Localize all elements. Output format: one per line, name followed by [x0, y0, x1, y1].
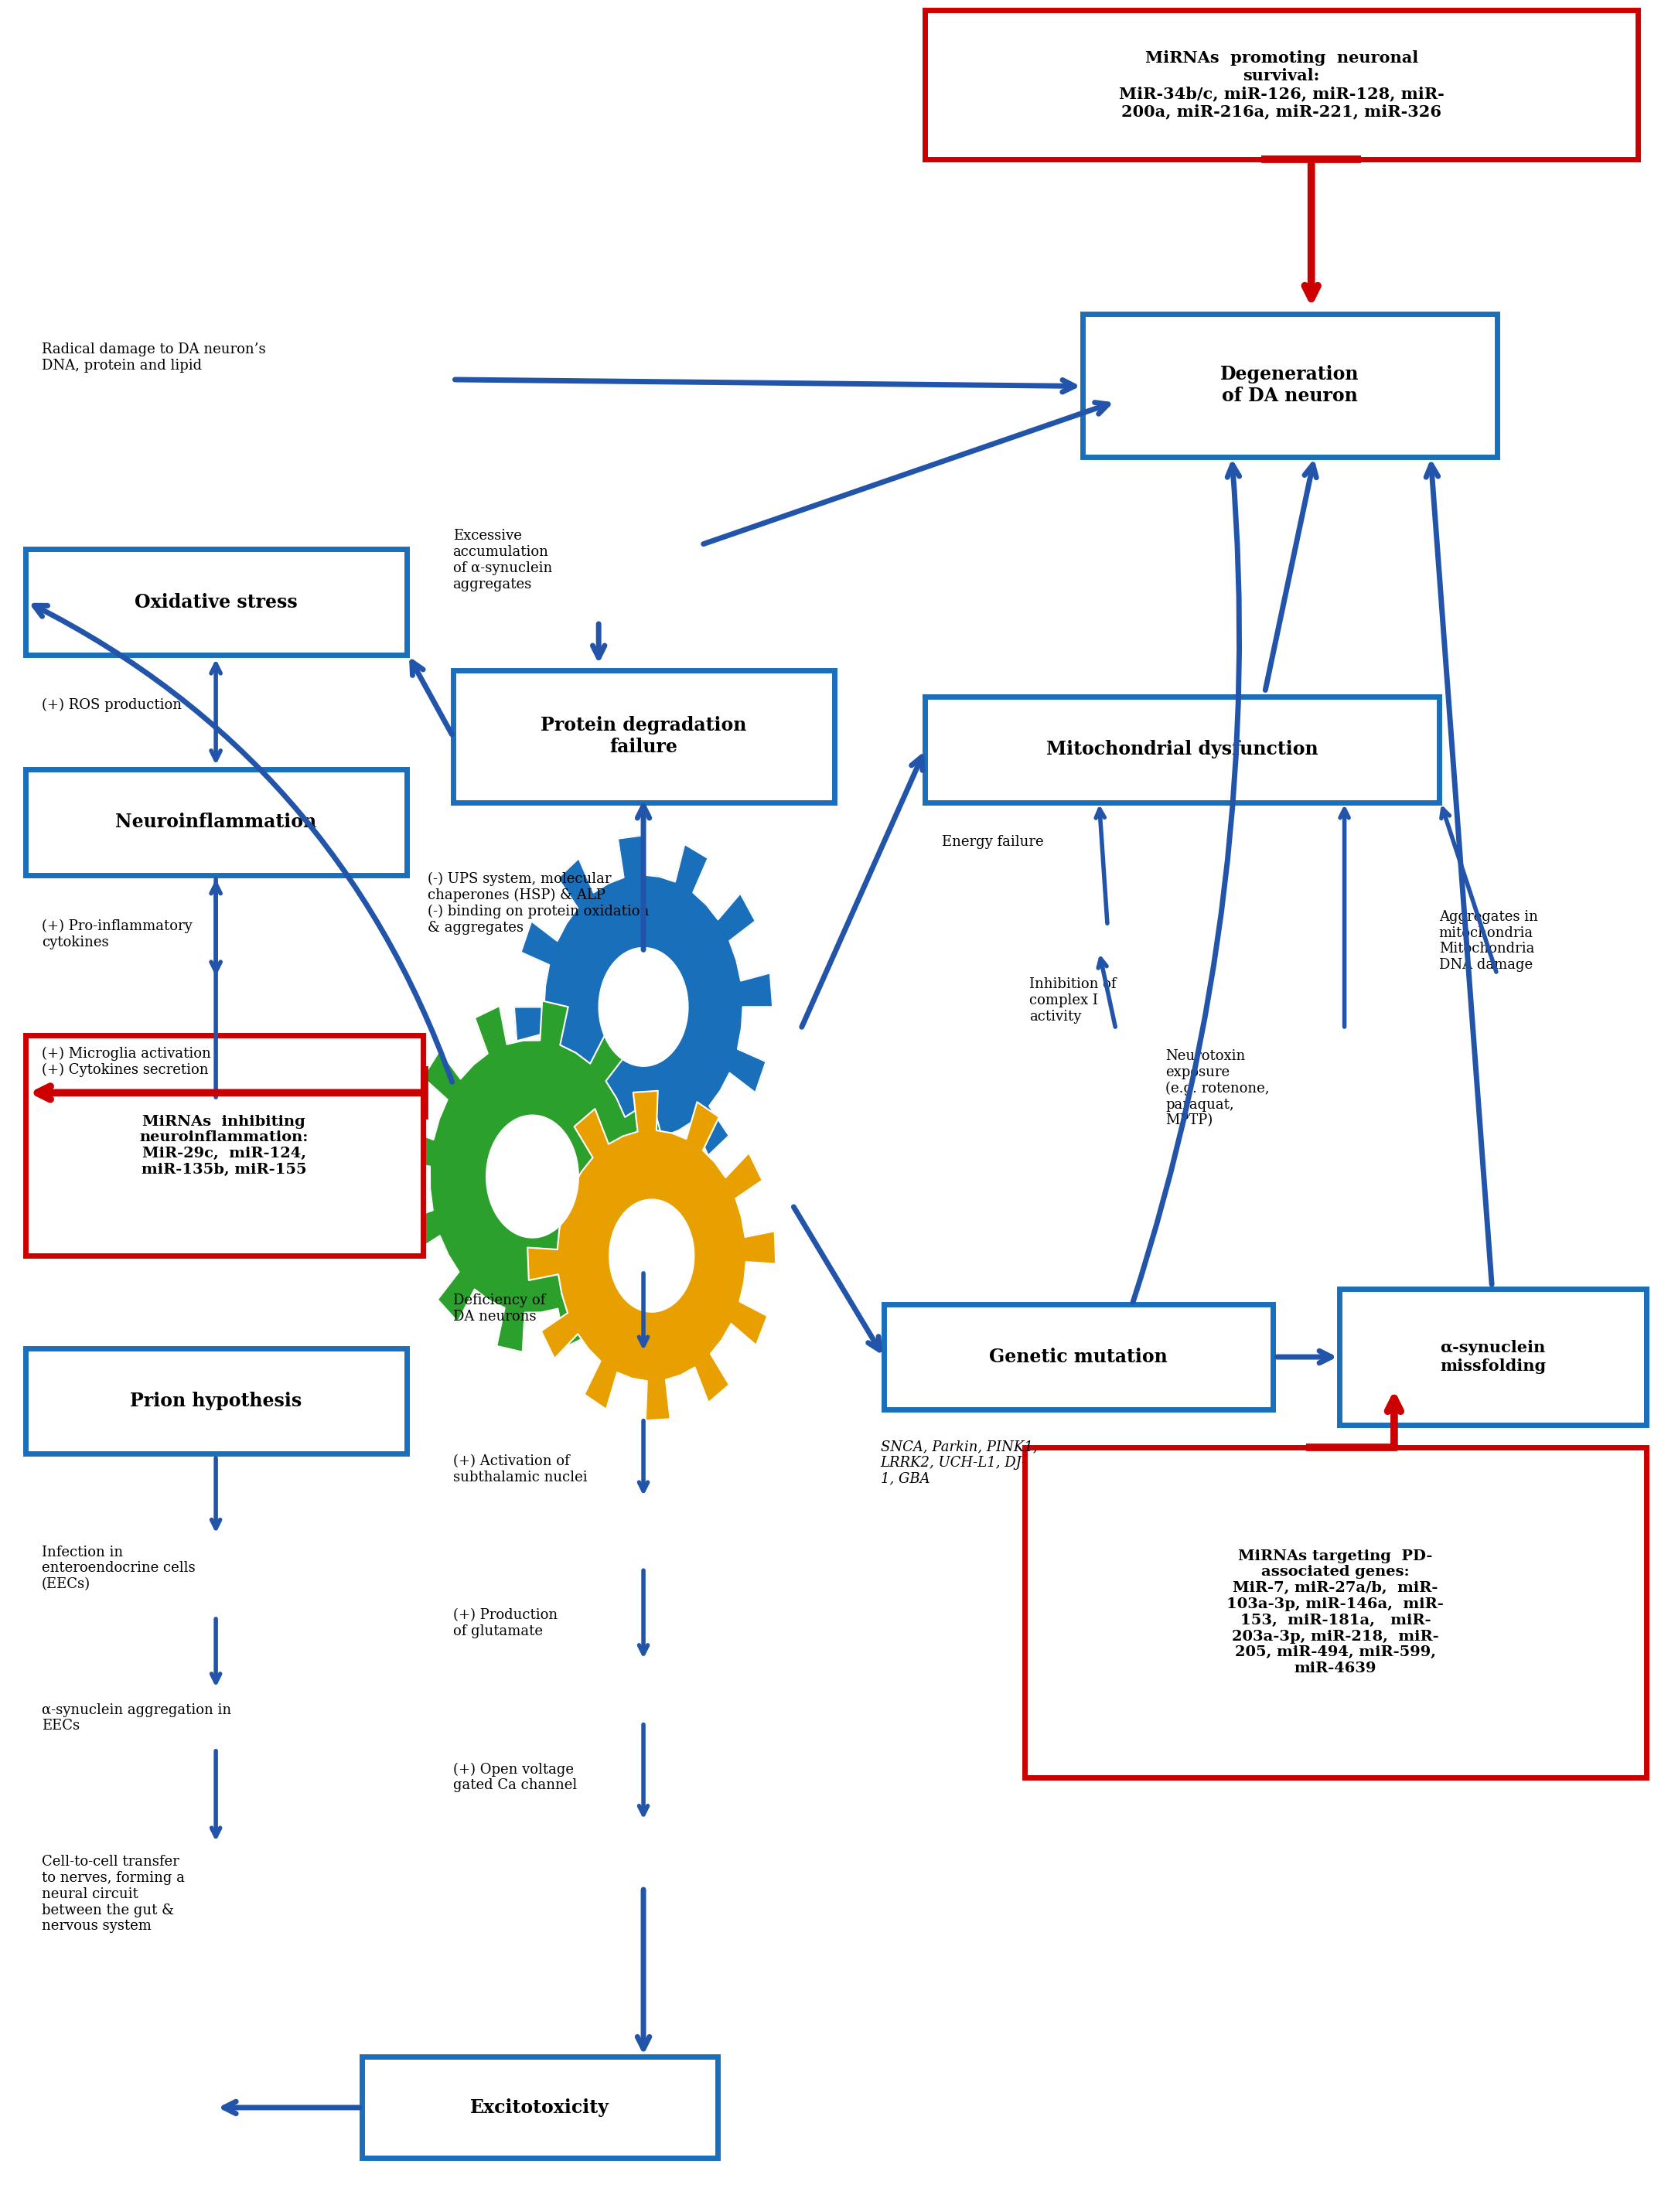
Polygon shape: [485, 1115, 579, 1239]
Polygon shape: [599, 947, 689, 1066]
Text: Enviro-
nment: Enviro- nment: [500, 1161, 557, 1192]
Text: MiRNAs targeting  PD-
associated genes:
MiR-7, miR-27a/b,  miR-
103a-3p, miR-146: MiRNAs targeting PD- associated genes: M…: [1226, 1548, 1444, 1674]
Text: Mitochondrial dysfunction: Mitochondrial dysfunction: [1046, 741, 1318, 759]
Text: Excessive
accumulation
of α-synuclein
aggregates: Excessive accumulation of α-synuclein ag…: [452, 529, 552, 591]
Text: α-synuclein aggregation in
EECs: α-synuclein aggregation in EECs: [42, 1703, 232, 1732]
Text: Protein degradation
failure: Protein degradation failure: [540, 717, 746, 757]
Text: Neuroinflammation: Neuroinflammation: [115, 812, 317, 832]
Text: Radical damage to DA neuron’s
DNA, protein and lipid: Radical damage to DA neuron’s DNA, prote…: [42, 343, 265, 372]
Text: (+) Pro-inflammatory
cytokines: (+) Pro-inflammatory cytokines: [42, 920, 192, 949]
Text: Deficiency of
DA neurons: Deficiency of DA neurons: [452, 1294, 545, 1323]
Text: Genetic mutation: Genetic mutation: [989, 1347, 1168, 1367]
Text: (+) Activation of
subthalamic nuclei: (+) Activation of subthalamic nuclei: [452, 1453, 587, 1484]
Polygon shape: [400, 1000, 664, 1352]
Polygon shape: [527, 1091, 776, 1420]
Text: Neurotoxin
exposure
(e.g. rotenone,
paraquat,
MPTP): Neurotoxin exposure (e.g. rotenone, para…: [1166, 1048, 1269, 1128]
Text: (+) Production
of glutamate: (+) Production of glutamate: [452, 1608, 557, 1639]
FancyBboxPatch shape: [926, 9, 1638, 159]
FancyBboxPatch shape: [25, 770, 407, 876]
Text: Ageing: Ageing: [612, 995, 676, 1011]
FancyBboxPatch shape: [25, 549, 407, 655]
Text: MiRNAs  inhibiting
neuroinflammation:
MiR-29c,  miR-124,
miR-135b, miR-155: MiRNAs inhibiting neuroinflammation: MiR…: [140, 1115, 309, 1177]
FancyBboxPatch shape: [884, 1305, 1273, 1409]
Text: (-) UPS system, molecular
chaperones (HSP) & ALP
(-) binding on protein oxidatio: (-) UPS system, molecular chaperones (HS…: [429, 872, 649, 936]
FancyBboxPatch shape: [362, 2057, 717, 2159]
Text: Degeneration
of DA neuron: Degeneration of DA neuron: [1221, 365, 1359, 405]
Text: Prion hypothesis: Prion hypothesis: [130, 1391, 302, 1411]
Text: Cell-to-cell transfer
to nerves, forming a
neural circuit
between the gut &
nerv: Cell-to-cell transfer to nerves, forming…: [42, 1856, 185, 1933]
Text: SNCA, Parkin, PINK1,
LRRK2, UCH-L1, DJ-
1, GBA: SNCA, Parkin, PINK1, LRRK2, UCH-L1, DJ- …: [881, 1440, 1037, 1486]
Text: Infection in
enteroendocrine cells
(EECs): Infection in enteroendocrine cells (EECs…: [42, 1546, 195, 1590]
Text: Oxidative stress: Oxidative stress: [135, 593, 297, 611]
FancyBboxPatch shape: [452, 670, 834, 803]
Polygon shape: [609, 1199, 694, 1312]
Text: α-synuclein
missfolding: α-synuclein missfolding: [1439, 1340, 1546, 1374]
Text: (+) ROS production: (+) ROS production: [42, 699, 182, 712]
Text: Inhibition of
complex I
activity: Inhibition of complex I activity: [1029, 978, 1116, 1024]
Text: (+) Open voltage
gated Ca channel: (+) Open voltage gated Ca channel: [452, 1763, 577, 1792]
FancyBboxPatch shape: [1339, 1290, 1646, 1425]
FancyBboxPatch shape: [926, 697, 1439, 803]
Text: Genetic: Genetic: [619, 1250, 684, 1263]
FancyBboxPatch shape: [25, 1035, 424, 1256]
Text: MiRNAs  promoting  neuronal
survival:
MiR-34b/c, miR-126, miR-128, miR-
200a, mi: MiRNAs promoting neuronal survival: MiR-…: [1119, 51, 1444, 119]
FancyBboxPatch shape: [1024, 1447, 1646, 1778]
Text: Aggregates in
mitochondria
Mitochondria
DNA damage: Aggregates in mitochondria Mitochondria …: [1439, 909, 1538, 971]
Polygon shape: [514, 836, 772, 1179]
Text: Excitotoxicity: Excitotoxicity: [470, 2099, 609, 2117]
FancyBboxPatch shape: [25, 1347, 407, 1453]
Text: Energy failure: Energy failure: [942, 834, 1044, 849]
FancyBboxPatch shape: [1083, 314, 1496, 456]
Text: (+) Microglia activation
(+) Cytokines secretion: (+) Microglia activation (+) Cytokines s…: [42, 1046, 210, 1077]
